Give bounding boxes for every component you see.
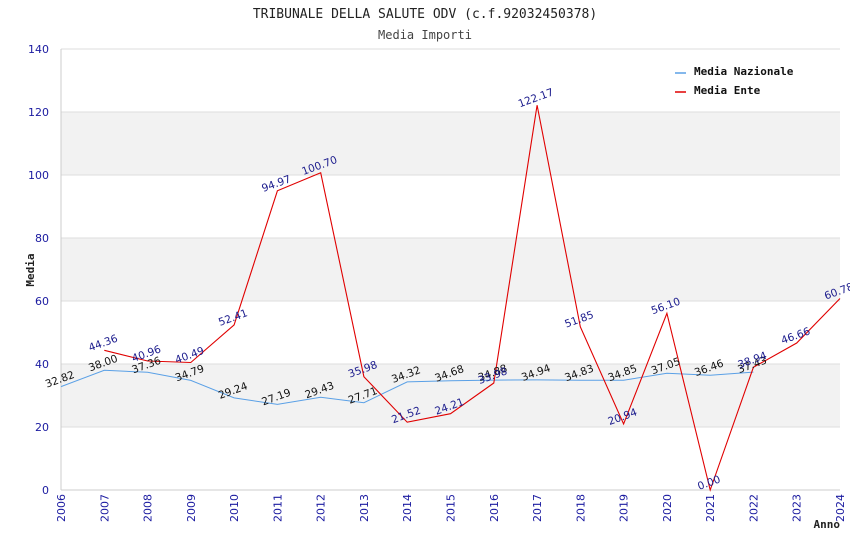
- x-tick-label: 2017: [531, 494, 544, 522]
- y-tick-label: 60: [35, 295, 49, 308]
- y-tick-label: 100: [28, 169, 49, 182]
- y-axis-label: Media: [24, 253, 37, 286]
- grid-band: [61, 112, 840, 175]
- y-tick-label: 140: [28, 43, 49, 56]
- x-tick-label: 2006: [55, 494, 68, 522]
- series-lines: [60, 105, 841, 492]
- grid-band: [61, 238, 840, 301]
- x-tick-label: 2019: [618, 494, 631, 522]
- y-tick-label: 20: [35, 421, 49, 434]
- series-line-media-nazionale: [60, 369, 754, 405]
- legend-label-nazionale: Media Nazionale: [694, 65, 794, 78]
- data-label-ente: 51.85: [563, 309, 595, 331]
- x-tick-label: 2022: [747, 494, 760, 522]
- y-tick-label: 40: [35, 358, 49, 371]
- x-tick-label: 2024: [834, 494, 847, 522]
- x-tick-labels: 2006 2007 2008 2009 2010 2011 2012 2013 2014 2015…: [55, 494, 847, 522]
- grid-bands: [61, 112, 840, 427]
- data-label-ente: 122.17: [517, 86, 556, 110]
- series-line-media-ente: [104, 105, 841, 492]
- y-tick-label: 80: [35, 232, 49, 245]
- x-tick-label: 2014: [401, 494, 414, 522]
- x-tick-label: 2020: [661, 494, 674, 522]
- x-tick-label: 2009: [185, 494, 198, 522]
- data-label-ente: 94.97: [260, 173, 292, 195]
- x-axis-label: Anno: [814, 518, 841, 531]
- y-tick-labels: 0 20 40 60 80 100 120 140: [28, 43, 49, 497]
- x-tick-label: 2013: [358, 494, 371, 522]
- y-tick-label: 120: [28, 106, 49, 119]
- x-tick-label: 2012: [315, 494, 328, 522]
- legend: Media Nazionale Media Ente: [675, 65, 794, 97]
- x-tick-label: 2021: [704, 494, 717, 522]
- y-tick-label: 0: [42, 484, 49, 497]
- x-tick-label: 2018: [574, 494, 587, 522]
- x-tick-label: 2015: [445, 494, 458, 522]
- x-tick-label: 2016: [488, 494, 501, 522]
- grid-band: [61, 364, 840, 427]
- legend-label-ente: Media Ente: [694, 84, 761, 97]
- x-tick-label: 2008: [142, 494, 155, 522]
- chart-subtitle: Media Importi: [378, 28, 472, 42]
- x-tick-label: 2010: [228, 494, 241, 522]
- x-tick-label: 2007: [98, 494, 111, 522]
- x-tick-label: 2011: [271, 494, 284, 522]
- chart-title: TRIBUNALE DELLA SALUTE ODV (c.f.92032450…: [253, 7, 597, 22]
- data-label-ente: 44.36: [87, 333, 120, 355]
- x-tick-label: 2023: [791, 494, 804, 522]
